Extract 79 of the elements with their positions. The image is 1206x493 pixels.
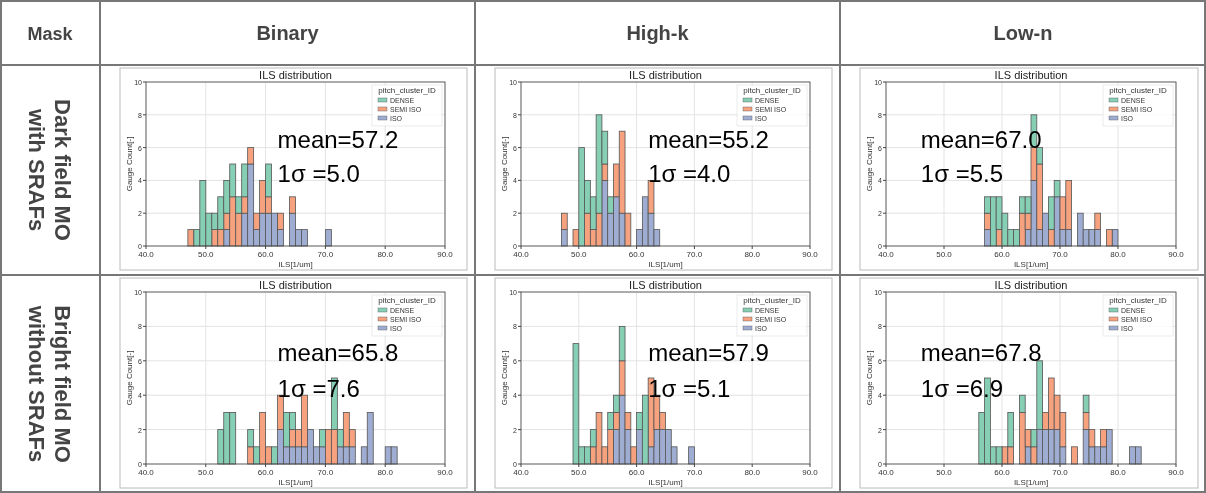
annotation: mean=67.8 <box>920 338 1042 366</box>
x-tick-label: 90.0 <box>802 250 819 259</box>
text: Bright field MO without SRAFs <box>24 304 75 463</box>
annotation: 1σ =5.5 <box>920 160 1004 188</box>
annotation: 1σ =5.0 <box>277 160 360 188</box>
x-tick-label: 60.0 <box>628 468 645 477</box>
x-tick-label: 60.0 <box>994 468 1011 477</box>
chart-title: ILS distribution <box>994 69 1068 81</box>
y-axis-title: Gauge Count[-] <box>125 136 134 192</box>
chart-title: ILS distribution <box>629 69 702 81</box>
x-tick-label: 80.0 <box>1110 468 1127 477</box>
legend-title: pitch_cluster_ID <box>1109 296 1167 305</box>
bar <box>1077 212 1084 247</box>
x-tick-label: 50.0 <box>936 250 953 259</box>
x-tick-label: 80.0 <box>744 468 761 477</box>
x-tick-label: 70.0 <box>686 250 703 259</box>
x-tick-label: 80.0 <box>377 250 394 259</box>
annotation: mean=57.9 <box>648 338 769 366</box>
x-tick-label: 90.0 <box>437 468 454 477</box>
x-tick-label: 90.0 <box>1168 468 1185 477</box>
text: Dark field MO with SRAFs <box>24 99 75 241</box>
x-tick-label: 60.0 <box>628 250 645 259</box>
x-tick-label: 70.0 <box>1052 468 1069 477</box>
x-tick-label: 40.0 <box>138 468 155 477</box>
x-tick-label: 90.0 <box>1168 250 1185 259</box>
bar <box>688 446 695 465</box>
x-tick-label: 50.0 <box>198 468 215 477</box>
legend-title: pitch_cluster_ID <box>743 86 801 95</box>
x-tick-label: 50.0 <box>571 250 588 259</box>
bar <box>572 343 580 465</box>
x-axis-title: ILS[1/um] <box>1013 478 1049 487</box>
x-tick-label: 80.0 <box>377 468 394 477</box>
annotation: mean=57.2 <box>277 125 399 153</box>
text: Low-n <box>993 21 1053 44</box>
bar <box>325 229 332 247</box>
text: Mask <box>27 23 74 44</box>
chart-title: ILS distribution <box>629 279 702 291</box>
x-tick-label: 40.0 <box>138 250 155 259</box>
x-axis-title: ILS[1/um] <box>278 260 313 269</box>
chart-title: ILS distribution <box>259 69 332 81</box>
x-tick-label: 50.0 <box>936 468 953 477</box>
y-axis-title: Gauge Count[-] <box>500 350 509 406</box>
legend-title: pitch_cluster_ID <box>1109 86 1167 95</box>
x-tick-label: 70.0 <box>1052 250 1069 259</box>
text: High-k <box>626 21 690 44</box>
x-tick-label: 40.0 <box>513 250 530 259</box>
chart-title: ILS distribution <box>994 279 1068 291</box>
annotation: 1σ =4.0 <box>648 160 731 188</box>
legend-title: pitch_cluster_ID <box>378 86 436 95</box>
x-tick-label: 70.0 <box>686 468 703 477</box>
x-tick-label: 90.0 <box>802 468 819 477</box>
x-tick-label: 90.0 <box>437 250 454 259</box>
annotation: mean=55.2 <box>648 125 769 153</box>
x-tick-label: 70.0 <box>317 250 334 259</box>
x-tick-label: 40.0 <box>878 250 895 259</box>
x-tick-label: 60.0 <box>257 250 274 259</box>
x-tick-label: 40.0 <box>878 468 895 477</box>
x-tick-label: 70.0 <box>317 468 334 477</box>
y-axis-title: Gauge Count[-] <box>125 350 134 406</box>
x-axis-title: ILS[1/um] <box>278 478 313 487</box>
x-axis-title: ILS[1/um] <box>648 260 683 269</box>
chart-title: ILS distribution <box>259 279 332 291</box>
x-tick-label: 50.0 <box>571 468 588 477</box>
x-tick-label: 80.0 <box>1110 250 1127 259</box>
x-tick-label: 40.0 <box>513 468 530 477</box>
bar <box>1071 446 1078 465</box>
x-tick-label: 60.0 <box>257 468 274 477</box>
x-tick-label: 80.0 <box>744 250 761 259</box>
x-tick-label: 50.0 <box>198 250 215 259</box>
y-axis-title: Gauge Count[-] <box>500 136 509 192</box>
annotation: mean=65.8 <box>277 338 399 366</box>
text: Binary <box>256 21 320 44</box>
x-axis-title: ILS[1/um] <box>1013 260 1049 269</box>
x-axis-title: ILS[1/um] <box>648 478 683 487</box>
y-axis-title: Gauge Count[-] <box>865 350 874 406</box>
legend-title: pitch_cluster_ID <box>378 296 436 305</box>
y-axis-title: Gauge Count[-] <box>865 136 874 192</box>
x-tick-label: 60.0 <box>994 250 1011 259</box>
legend-title: pitch_cluster_ID <box>743 296 801 305</box>
